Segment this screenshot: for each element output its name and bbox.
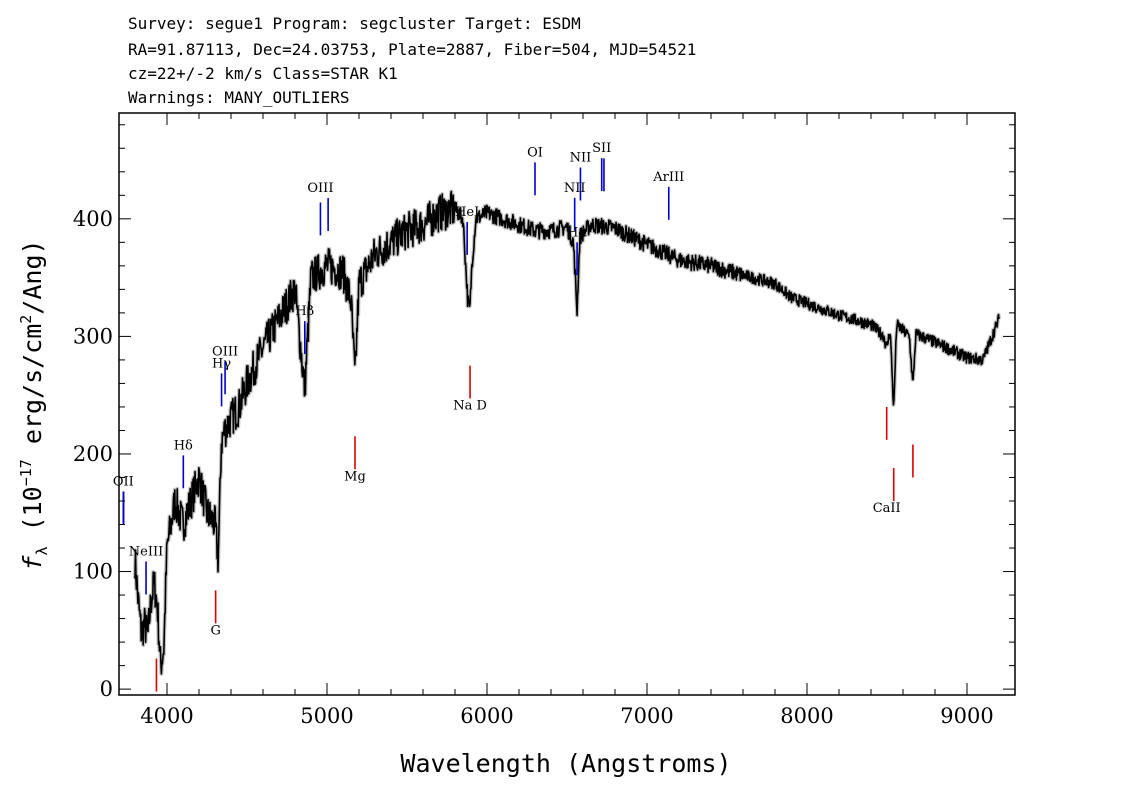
y-axis-label: fλ (10−17 erg/s/cm2/Ang) (17, 239, 51, 570)
x-tick-label: 5000 (300, 704, 353, 728)
absorption-label-1: G (210, 623, 220, 638)
y-tick-label: 300 (73, 324, 113, 348)
x-tick-label: 7000 (620, 704, 673, 728)
plot-frame (118, 112, 1016, 696)
emission-label-2: Hδ (174, 438, 193, 453)
spectrum-series (134, 190, 1000, 675)
emission-label-0: OII (113, 475, 134, 490)
tick-labels: 4000 5000 6000 7000 8000 9000 0 100 200 300 400 (73, 207, 994, 728)
x-tick-label: 8000 (780, 704, 833, 728)
header-line-class: cz=22+/-2 km/s Class=STAR K1 (128, 64, 398, 83)
absorption-label-3: Na D (453, 399, 487, 414)
header-line-warnings: Warnings: MANY_OUTLIERS (128, 88, 350, 107)
spectrum-line (134, 190, 1000, 675)
emission-label-11: NII (570, 151, 592, 166)
emission-label-5: Hβ (295, 304, 314, 319)
emission-label-9: NII (564, 181, 586, 196)
plot-area: OIINeIIIHδHγOIIIHβOIIIHeIOINIIHαNIISIIAr… (113, 141, 1001, 692)
absorption-label-2: Mg (344, 469, 366, 484)
y-tick-label: 200 (73, 442, 113, 466)
emission-label-4: OIII (212, 344, 238, 359)
y-tick-label: 100 (73, 560, 113, 584)
x-tick-label: 6000 (460, 704, 513, 728)
y-tick-label: 0 (100, 677, 113, 701)
absorption-label-4: CaII (873, 501, 901, 516)
x-tick-label: 4000 (140, 704, 193, 728)
emission-label-3: Hγ (212, 356, 231, 371)
error-trace (133, 189, 1001, 676)
emission-label-6: OIII (307, 181, 333, 196)
emission-label-10: Hα (567, 225, 587, 240)
x-axis-label: Wavelength (Angstroms) (400, 749, 731, 778)
emission-label-1: NeIII (129, 545, 163, 560)
header-line-survey: Survey: segue1 Program: segcluster Targe… (128, 14, 581, 33)
emission-label-8: OI (527, 145, 543, 160)
axis-ticks (119, 113, 1015, 695)
absorption-line-markers: G Mg Na D CaII (155, 365, 914, 692)
emission-label-13: ArIII (652, 170, 684, 185)
x-tick-label: 9000 (940, 704, 993, 728)
emission-label-12: SII (592, 141, 611, 156)
y-tick-label: 400 (73, 207, 113, 231)
emission-label-7: HeI (455, 205, 479, 220)
header-line-coords: RA=91.87113, Dec=24.03753, Plate=2887, F… (128, 40, 696, 59)
error-band (133, 189, 1001, 676)
emission-line-markers: OIINeIIIHδHγOIIIHβOIIIHeIOINIIHαNIISIIAr… (113, 141, 684, 595)
